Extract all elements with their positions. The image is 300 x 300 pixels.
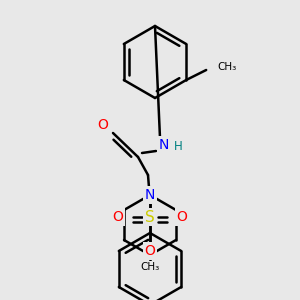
Text: O: O (145, 244, 155, 258)
Text: O: O (98, 118, 108, 132)
Text: CH₃: CH₃ (140, 262, 160, 272)
Text: O: O (112, 210, 123, 224)
Text: N: N (145, 188, 155, 202)
Text: H: H (174, 140, 182, 152)
Text: S: S (145, 209, 155, 224)
Text: CH₃: CH₃ (217, 62, 236, 72)
Text: N: N (159, 138, 169, 152)
Text: O: O (177, 210, 188, 224)
